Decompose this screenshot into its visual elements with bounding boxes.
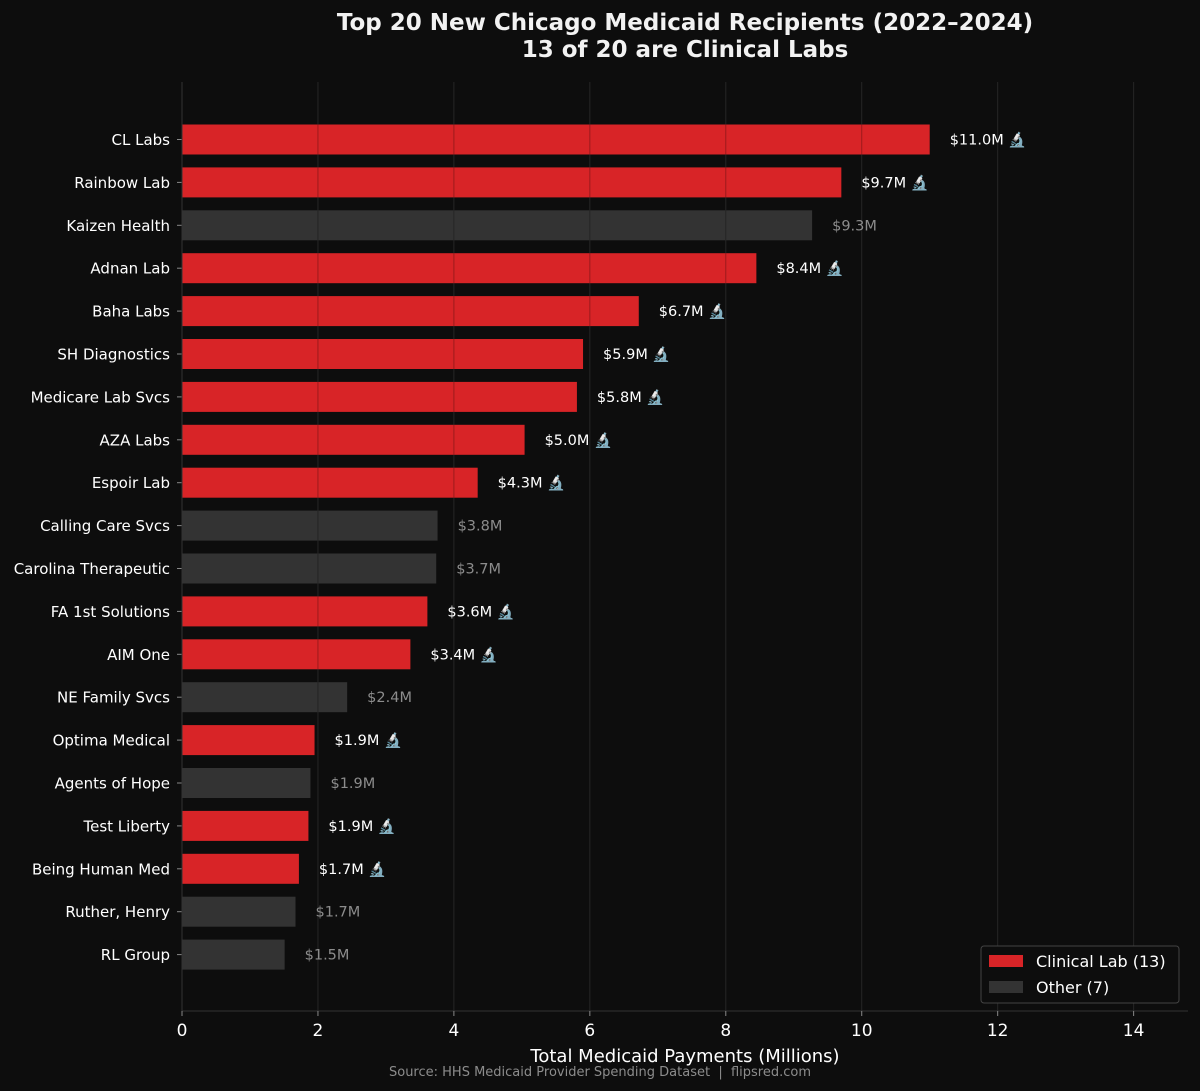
bar-medicare-lab-svcs <box>182 381 577 412</box>
category-label-baha-labs: Baha Labs <box>92 303 170 321</box>
category-label-rainbow-lab: Rainbow Lab <box>74 174 170 192</box>
category-label-kaizen-health: Kaizen Health <box>66 217 170 235</box>
category-label-carolina-therapeutic: Carolina Therapeutic <box>14 560 170 578</box>
value-label-cl-labs: $11.0M 🔬 <box>950 131 1027 149</box>
value-label-optima-medical: $1.9M 🔬 <box>335 731 402 749</box>
category-label-ruther-henry: Ruther, Henry <box>65 903 170 921</box>
value-label-rl-group: $1.5M <box>305 948 350 964</box>
bar-being-human-med <box>182 853 299 884</box>
category-label-cl-labs: CL Labs <box>112 131 171 149</box>
value-label-test-liberty: $1.9M 🔬 <box>328 817 395 835</box>
category-label-aim-one: AIM One <box>107 646 170 664</box>
x-tick-label-6: 6 <box>584 1021 595 1041</box>
value-label-ruther-henry: $1.7M <box>316 905 361 921</box>
x-tick-label-2: 2 <box>313 1021 324 1041</box>
category-label-being-human-med: Being Human Med <box>32 860 170 878</box>
value-label-medicare-lab-svcs: $5.8M 🔬 <box>597 388 664 406</box>
category-label-espoir-lab: Espoir Lab <box>92 474 170 492</box>
value-label-agents-of-hope: $1.9M <box>330 776 375 792</box>
value-label-carolina-therapeutic: $3.7M <box>456 562 501 578</box>
bar-agents-of-hope <box>182 768 311 798</box>
x-ticks-group: 0 2 4 6 8 10 12 14 <box>177 1011 1145 1041</box>
value-label-fa-1st-solutions: $3.6M 🔬 <box>447 602 514 620</box>
bar-rainbow-lab <box>182 167 842 198</box>
x-tick-label-12: 12 <box>987 1021 1009 1041</box>
bar-optima-medical <box>182 725 315 756</box>
legend-swatch-other <box>989 981 1023 993</box>
category-label-fa-1st-solutions: FA 1st Solutions <box>51 603 170 621</box>
value-label-being-human-med: $1.7M 🔬 <box>319 860 386 878</box>
bar-ruther-henry <box>182 896 296 927</box>
legend-frame <box>980 945 1180 1004</box>
bar-test-liberty <box>182 810 309 841</box>
value-label-ne-family-svcs: $2.4M <box>367 690 412 706</box>
bar-baha-labs <box>182 296 639 327</box>
category-label-test-liberty: Test Liberty <box>82 817 170 835</box>
bar-fa-1st-solutions <box>182 596 428 627</box>
value-label-aza-labs: $5.0M 🔬 <box>545 431 612 449</box>
axes-group <box>177 82 1188 1012</box>
bar-calling-care-svcs <box>182 510 438 541</box>
value-label-calling-care-svcs: $3.8M <box>458 519 503 535</box>
bar-cl-labs <box>182 124 930 155</box>
source-note: Source: HHS Medicaid Provider Spending D… <box>389 1065 811 1080</box>
bar-espoir-lab <box>182 467 478 498</box>
value-label-baha-labs: $6.7M 🔬 <box>659 302 726 320</box>
bar-ne-family-svcs <box>182 682 348 713</box>
bar-carolina-therapeutic <box>182 553 437 584</box>
x-tick-label-4: 4 <box>448 1021 459 1041</box>
category-label-rl-group: RL Group <box>101 946 170 964</box>
x-axis-label: Total Medicaid Payments (Millions) <box>529 1046 839 1067</box>
value-label-espoir-lab: $4.3M 🔬 <box>498 474 565 492</box>
category-label-optima-medical: Optima Medical <box>53 732 170 750</box>
value-label-adnan-lab: $8.4M 🔬 <box>776 259 843 277</box>
category-label-calling-care-svcs: Calling Care Svcs <box>40 517 170 535</box>
legend: Clinical Lab (13) Other (7) <box>980 945 1180 1004</box>
legend-swatch-clinical-lab <box>989 955 1023 967</box>
category-label-medicare-lab-svcs: Medicare Lab Svcs <box>31 388 171 406</box>
bar-adnan-lab <box>182 253 757 284</box>
bar-rl-group <box>182 939 285 970</box>
bar-aza-labs <box>182 424 525 455</box>
x-tick-label-0: 0 <box>177 1021 188 1041</box>
category-label-sh-diagnostics: SH Diagnostics <box>57 346 170 364</box>
value-label-sh-diagnostics: $5.9M 🔬 <box>603 345 670 363</box>
value-label-aim-one: $3.4M 🔬 <box>430 645 497 663</box>
chart-title-line-1: Top 20 New Chicago Medicaid Recipients (… <box>337 10 1033 36</box>
category-label-aza-labs: AZA Labs <box>100 431 171 449</box>
bar-sh-diagnostics <box>182 339 584 369</box>
x-tick-label-10: 10 <box>851 1021 873 1041</box>
chart-title-line-2: 13 of 20 are Clinical Labs <box>522 37 849 63</box>
value-label-rainbow-lab: $9.7M 🔬 <box>861 173 928 191</box>
bar-aim-one <box>182 639 411 670</box>
bar-kaizen-health <box>182 210 813 241</box>
category-label-adnan-lab: Adnan Lab <box>90 260 170 278</box>
legend-label-clinical-lab: Clinical Lab (13) <box>1036 952 1166 971</box>
category-label-ne-family-svcs: NE Family Svcs <box>57 689 170 707</box>
value-label-kaizen-health: $9.3M <box>832 218 877 234</box>
category-label-agents-of-hope: Agents of Hope <box>55 775 170 793</box>
x-tick-label-14: 14 <box>1123 1021 1145 1041</box>
x-tick-label-8: 8 <box>720 1021 731 1041</box>
legend-label-other: Other (7) <box>1036 978 1109 997</box>
bars-group: CL Labs $11.0M 🔬 Rainbow Lab $9.7M 🔬 Kaizen … <box>14 124 1027 970</box>
